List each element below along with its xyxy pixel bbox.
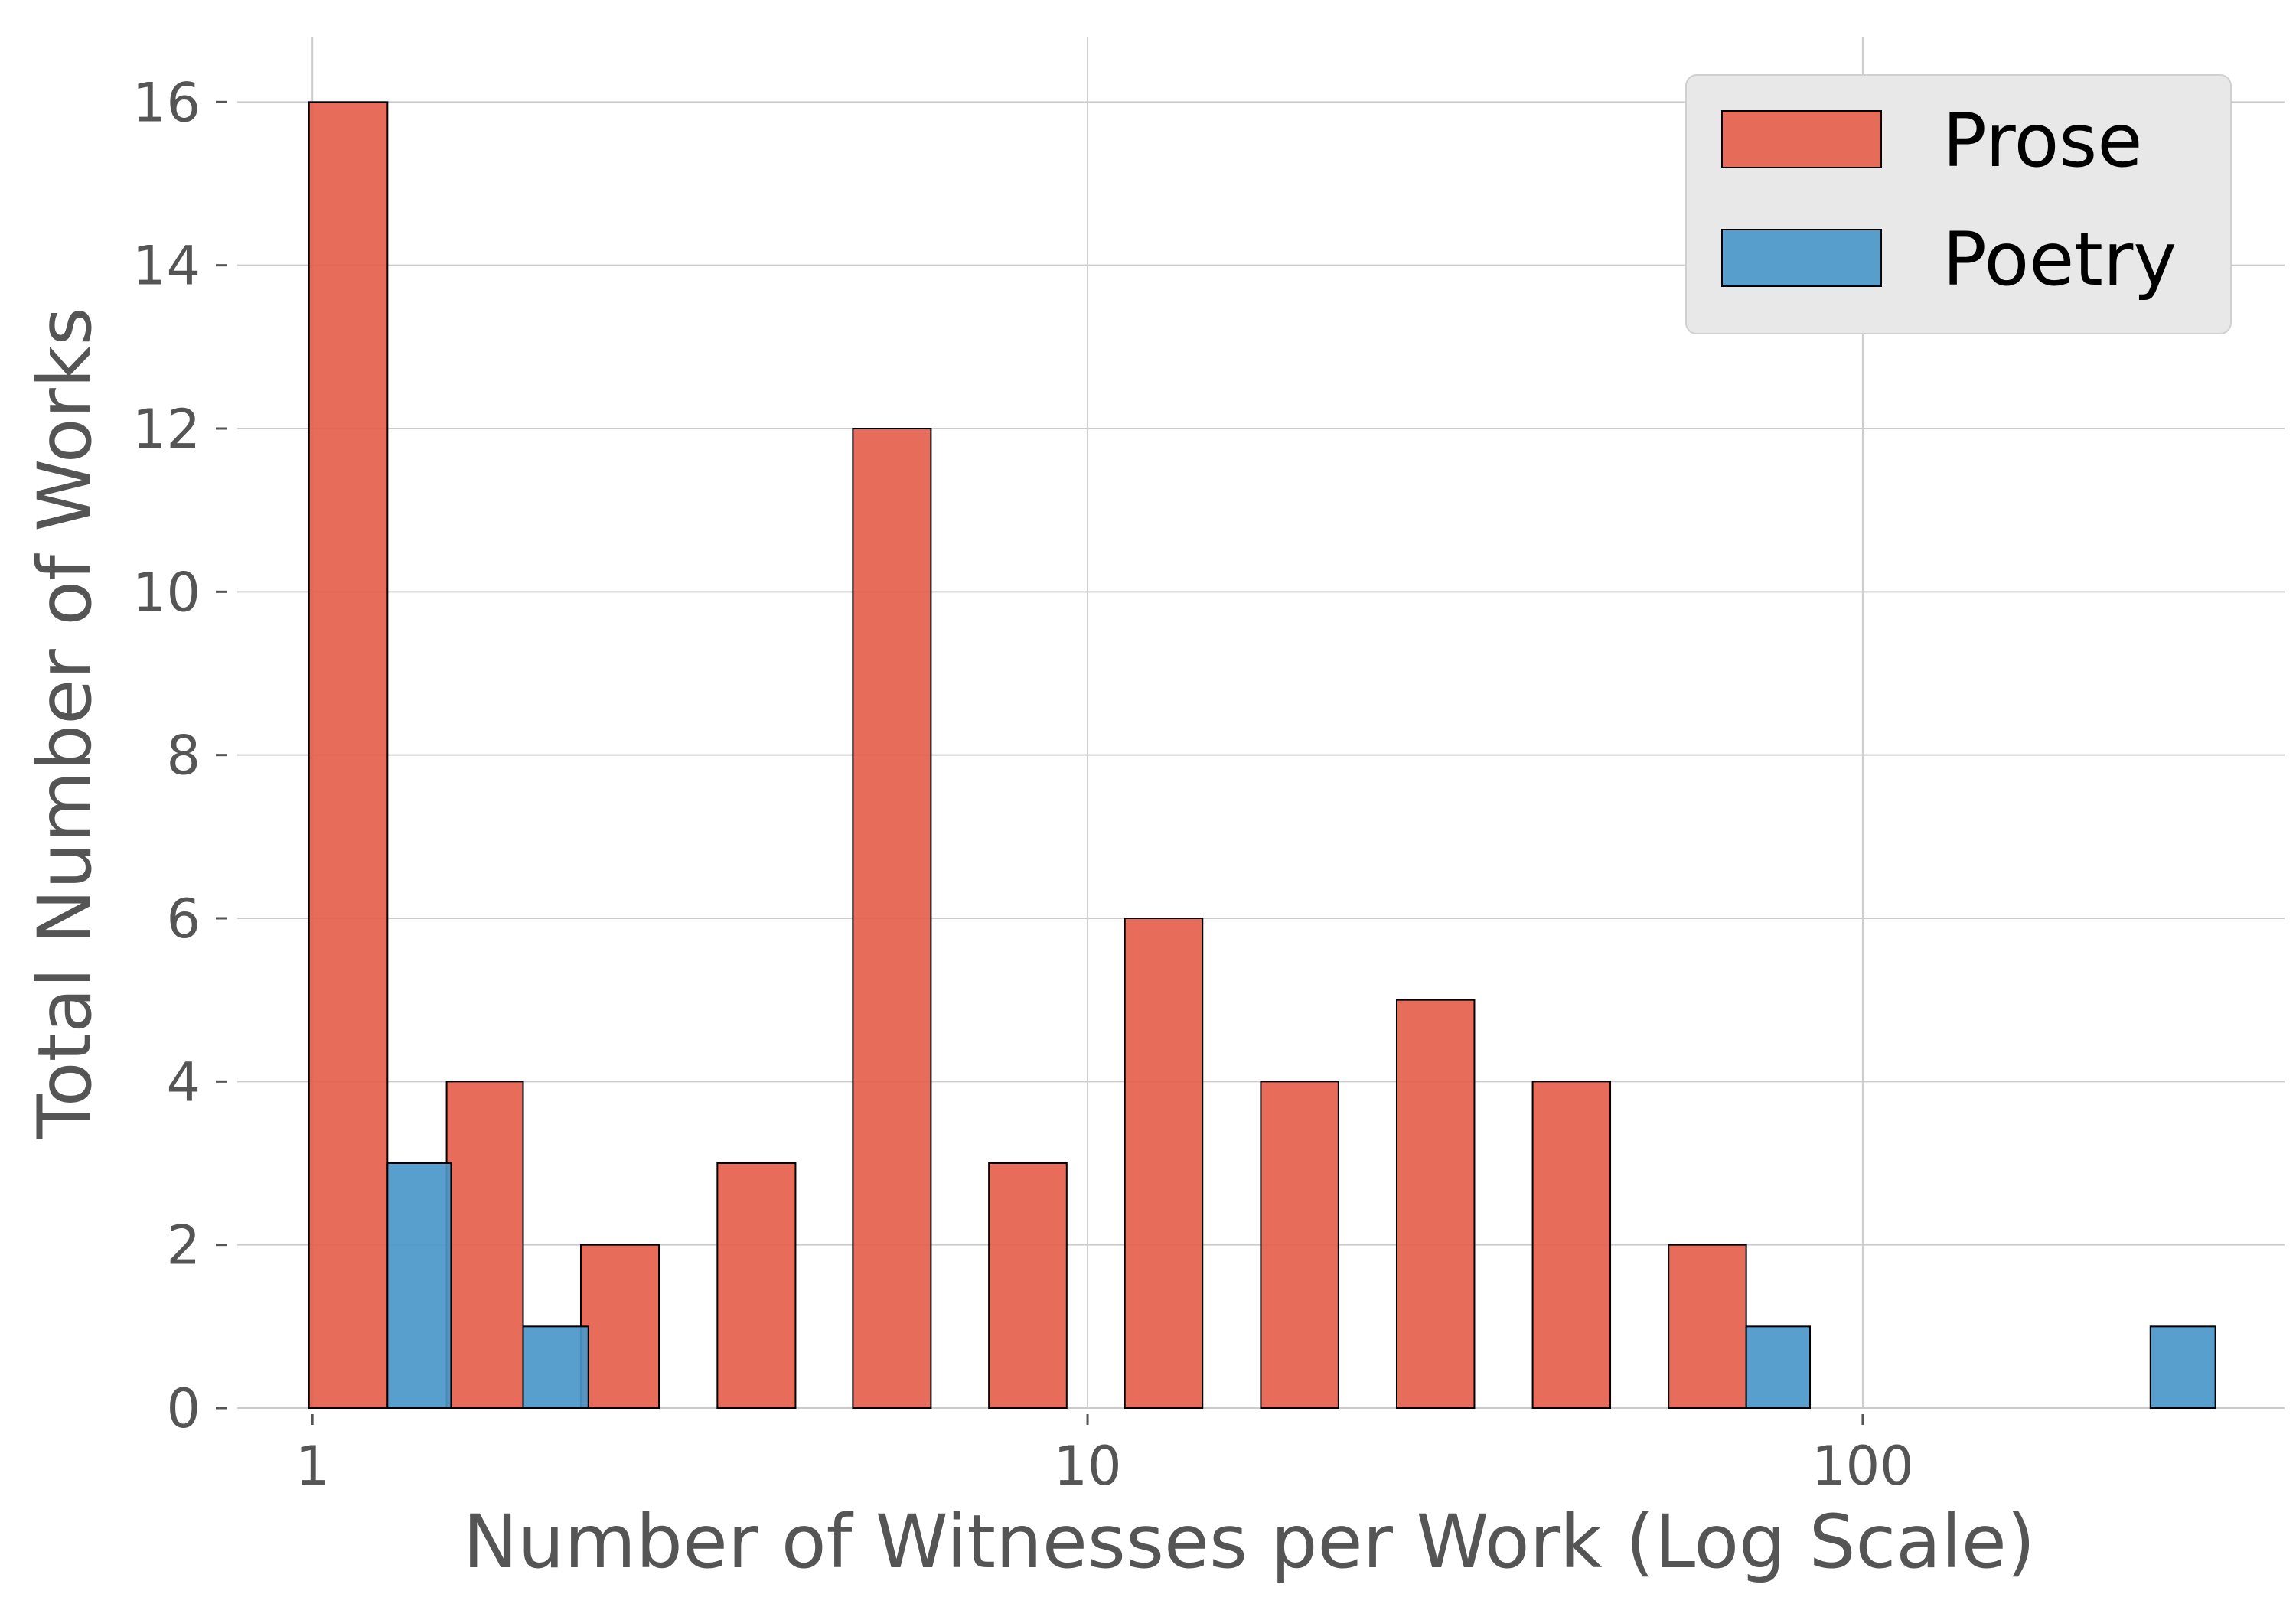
poetry-bar (386, 1162, 452, 1409)
legend-swatch-prose (1721, 110, 1882, 168)
y-tick-label: 14 (132, 235, 201, 298)
prose-bar (716, 1162, 797, 1409)
x-axis-title: Number of Witnesses per Work (Log Scale) (463, 1499, 2036, 1585)
poetry-bar (522, 1325, 589, 1410)
prose-bar (988, 1162, 1068, 1409)
prose-bar (579, 1244, 660, 1409)
x-tick-label: 100 (1812, 1435, 1914, 1498)
y-tick-label: 6 (166, 888, 201, 950)
prose-bar (1124, 918, 1204, 1409)
legend-swatch-poetry (1721, 229, 1882, 287)
legend-label-prose: Prose (1942, 98, 2142, 184)
y-axis-title: Total Number of Works (22, 307, 108, 1139)
y-tick-label: 2 (166, 1214, 201, 1277)
legend: Prose Poetry (1685, 74, 2232, 334)
y-tick-label: 16 (132, 71, 201, 134)
y-tick-label: 0 (166, 1377, 201, 1440)
bars (308, 101, 2216, 1410)
prose-bar (1260, 1081, 1339, 1410)
prose-bar (1531, 1081, 1612, 1410)
axis-ticks: 0 2 4 6 8 10 12 14 16 1 10 100 (132, 71, 1914, 1498)
y-tick-label: 10 (132, 561, 201, 624)
y-tick-label: 8 (166, 725, 201, 787)
y-tick-label: 4 (166, 1051, 201, 1113)
poetry-bar (1745, 1325, 1812, 1410)
x-tick-label: 1 (295, 1435, 330, 1498)
prose-bar (1668, 1244, 1747, 1409)
legend-label-poetry: Poetry (1942, 217, 2177, 302)
y-tick-label: 12 (132, 398, 201, 461)
prose-bar (1395, 999, 1476, 1409)
poetry-bar (2149, 1325, 2216, 1410)
prose-bar (852, 428, 932, 1409)
x-tick-label: 10 (1054, 1435, 1122, 1498)
prose-bar (445, 1081, 524, 1410)
prose-bar (308, 101, 389, 1409)
